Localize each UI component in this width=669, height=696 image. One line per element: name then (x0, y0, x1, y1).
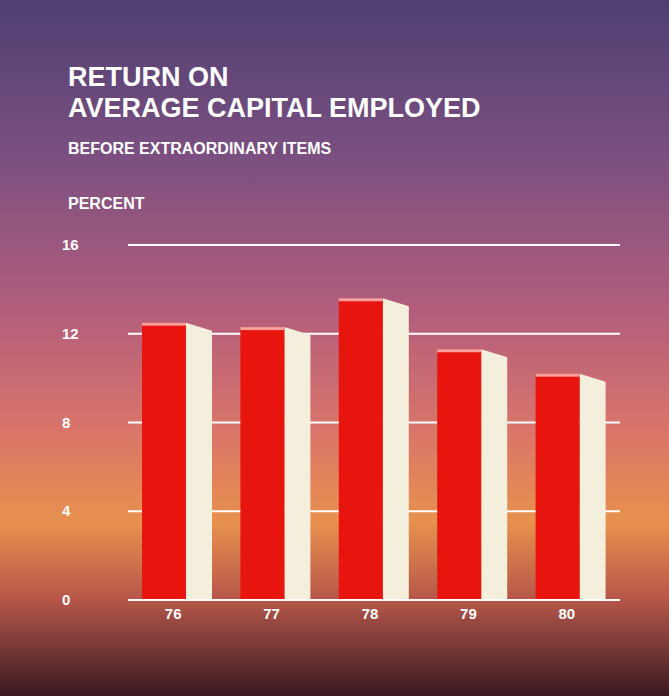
svg-text:78: 78 (362, 605, 379, 622)
html-text:BEFORE EXTRAORDINARY ITEMS: BEFORE EXTRAORDINARY ITEMS (68, 140, 332, 157)
svg-text:8: 8 (62, 414, 70, 431)
svg-text:79: 79 (460, 605, 477, 622)
svg-text:16: 16 (62, 236, 79, 253)
svg-text:77: 77 (263, 605, 280, 622)
html-text:RETURN ON AVERAGE CAPITAL EMPL: RETURN ON AVERAGE CAPITAL EMPLOYED (68, 62, 481, 123)
svg-text:0: 0 (62, 591, 70, 608)
svg-text:12: 12 (62, 325, 79, 342)
svg-text:76: 76 (165, 605, 182, 622)
svg-text:80: 80 (558, 605, 575, 622)
html-text:PERCENT: PERCENT (68, 195, 145, 212)
svg-text:4: 4 (62, 502, 71, 519)
